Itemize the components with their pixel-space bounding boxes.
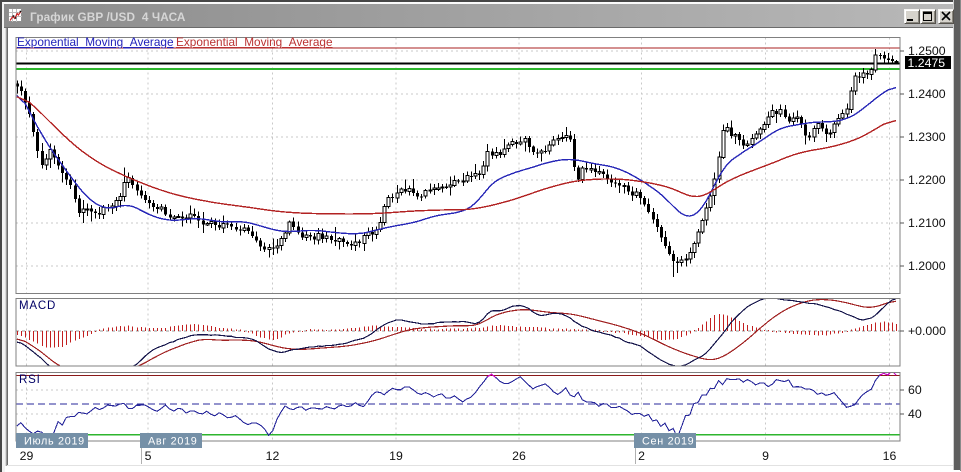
svg-text:1.2300: 1.2300 xyxy=(908,130,946,144)
svg-text:5: 5 xyxy=(145,449,152,463)
svg-text:MACD: MACD xyxy=(19,300,56,312)
svg-text:1.2100: 1.2100 xyxy=(908,216,946,230)
svg-text:40: 40 xyxy=(908,407,922,421)
svg-text:16: 16 xyxy=(883,449,897,463)
svg-text:Exponential_Moving_Average: Exponential_Moving_Average xyxy=(17,35,174,49)
svg-text:1.2000: 1.2000 xyxy=(908,259,946,273)
svg-text:29: 29 xyxy=(20,449,34,463)
svg-text:1.2400: 1.2400 xyxy=(908,87,946,101)
svg-text:12: 12 xyxy=(266,449,280,463)
svg-text:Авг 2019: Авг 2019 xyxy=(148,436,198,448)
svg-text:Сен 2019: Сен 2019 xyxy=(642,436,694,448)
svg-text:19: 19 xyxy=(389,449,403,463)
svg-text:60: 60 xyxy=(908,383,922,397)
svg-text:26: 26 xyxy=(512,449,526,463)
svg-text:9: 9 xyxy=(762,449,769,463)
svg-text:1.2200: 1.2200 xyxy=(908,173,946,187)
svg-text:Июль 2019: Июль 2019 xyxy=(24,436,85,448)
svg-text:1.2475: 1.2475 xyxy=(908,56,946,70)
svg-text:RSI: RSI xyxy=(19,374,41,386)
svg-text:+0.000: +0.000 xyxy=(908,324,946,338)
svg-text:1.2500: 1.2500 xyxy=(908,44,946,58)
svg-text:Exponential_Moving_Average: Exponential_Moving_Average xyxy=(176,35,333,49)
svg-text:2: 2 xyxy=(638,449,645,463)
